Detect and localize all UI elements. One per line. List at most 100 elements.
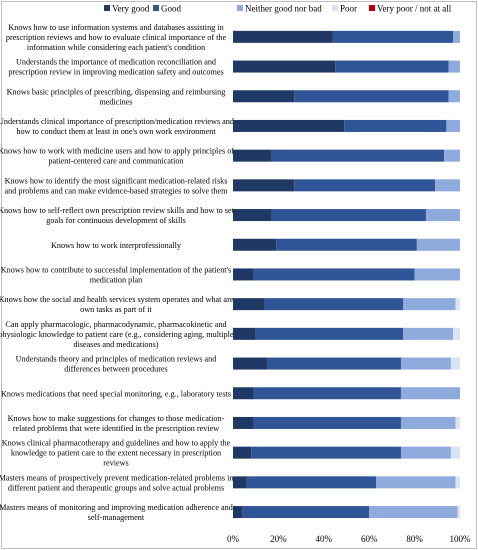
- bar-segment: [455, 476, 460, 489]
- bar-segment: [416, 238, 460, 251]
- x-tick-label: 20%: [270, 534, 287, 544]
- category-label: Knows how to make suggestions for change…: [8, 414, 225, 433]
- legend-label: Neither good nor bad: [245, 4, 322, 14]
- category-label: Understands theory and principles of med…: [16, 355, 217, 374]
- bar-segment: [233, 357, 268, 370]
- category-label: Knows clinical pharmacotherapy and guide…: [2, 439, 231, 468]
- category-label: Knows how to identify the most significa…: [4, 176, 228, 195]
- category-label: Can apply pharmacologic, pharmacodynamic…: [0, 320, 234, 349]
- x-tick-label: 0%: [227, 534, 240, 544]
- category-label: Knows medications that need special moni…: [1, 389, 231, 398]
- x-tick-label: 40%: [316, 534, 333, 544]
- bar-segment: [233, 387, 254, 400]
- legend-swatch: [369, 5, 375, 11]
- bar-segment: [233, 416, 254, 429]
- bar-segment: [253, 416, 401, 429]
- bar-segment: [264, 298, 404, 311]
- bar-segment: [271, 149, 445, 162]
- bar-segment: [233, 298, 265, 311]
- category-labels: Knows how to use information systems and…: [0, 23, 235, 522]
- bar-segment: [251, 446, 401, 459]
- category-label: Knows how to contribute to successful im…: [1, 265, 231, 284]
- bar-segment: [403, 298, 456, 311]
- bar-segment: [403, 327, 454, 340]
- category-label: Understands clinical importance of presc…: [0, 117, 234, 136]
- bar-segment: [455, 298, 460, 311]
- bar-segment: [344, 119, 447, 132]
- bar-segment: [448, 90, 460, 103]
- bar-segment: [233, 149, 272, 162]
- bar-segment: [369, 506, 458, 519]
- bar-segment: [233, 476, 247, 489]
- bar-segment: [276, 238, 417, 251]
- legend-swatch: [104, 5, 110, 11]
- bar-segment: [450, 357, 460, 370]
- category-label: Knows how the social and health services…: [0, 295, 234, 314]
- bar-segment: [271, 209, 426, 222]
- bar-segment: [400, 387, 460, 400]
- bar-segment: [400, 446, 451, 459]
- category-label: Knows how to use information systems and…: [6, 23, 227, 52]
- bar-segment: [294, 90, 449, 103]
- legend-label: Very good: [112, 4, 150, 14]
- legend-label: Poor: [340, 4, 357, 14]
- bar-segment: [400, 416, 456, 429]
- bar-segment: [233, 209, 272, 222]
- bar-segment: [448, 60, 460, 73]
- bar-segment: [242, 506, 370, 519]
- legend: Very good Good Neither good nor bad Poor Ver…: [104, 4, 452, 14]
- bar-segment: [233, 60, 336, 73]
- bar-segment: [453, 30, 460, 43]
- category-label: Knows how to self-reflect own prescripti…: [0, 206, 235, 225]
- bar-segment: [253, 268, 415, 281]
- bar-segment: [233, 119, 345, 132]
- bar-segment: [233, 90, 295, 103]
- bar-segment: [233, 268, 254, 281]
- x-axis: 0% 20% 40% 60% 80% 100%: [227, 534, 471, 544]
- legend-label: Good: [161, 4, 181, 14]
- bar-segment: [246, 476, 377, 489]
- bar-segment: [233, 238, 277, 251]
- legend-swatch: [237, 5, 243, 11]
- bar-segment: [294, 179, 436, 192]
- x-tick-label: 60%: [361, 534, 378, 544]
- category-label: Knows basic principles of prescribing, d…: [7, 87, 226, 106]
- bars: [233, 30, 460, 519]
- bar-segment: [376, 476, 456, 489]
- bar-segment: [267, 357, 401, 370]
- legend-item: Neither good nor bad: [237, 4, 322, 14]
- bar-segment: [435, 179, 460, 192]
- legend-swatch: [332, 5, 338, 11]
- bar-segment: [255, 327, 404, 340]
- legend-swatch: [153, 5, 159, 11]
- bar-segment: [450, 446, 460, 459]
- legend-item: Very good: [104, 4, 150, 14]
- legend-item: Very poor / not at all: [369, 4, 452, 14]
- bar-segment: [332, 30, 454, 43]
- legend-label: Very poor / not at all: [377, 4, 452, 14]
- category-label: Understands the importance of medication…: [8, 58, 223, 77]
- category-label: Knows how to work with medicine users an…: [0, 147, 234, 166]
- bar-segment: [253, 387, 401, 400]
- bar-segment: [233, 446, 252, 459]
- bar-segment: [335, 60, 449, 73]
- x-tick-label: 80%: [406, 534, 423, 544]
- bar-segment: [400, 357, 451, 370]
- x-tick-label: 100%: [450, 534, 472, 544]
- bar-segment: [457, 506, 460, 519]
- legend-item: Poor: [332, 4, 357, 14]
- category-label: Knows how to work interprofessionally: [51, 241, 182, 250]
- bar-segment: [455, 416, 460, 429]
- bar-segment: [233, 506, 243, 519]
- bar-segment: [446, 119, 460, 132]
- legend-item: Good: [153, 4, 181, 14]
- bar-segment: [453, 327, 460, 340]
- category-label: Masters means of monitoring and improvin…: [0, 503, 233, 522]
- category-label: Masters means of prospectively prevent m…: [0, 473, 233, 492]
- bar-segment: [233, 179, 295, 192]
- bar-segment: [414, 268, 460, 281]
- bar-segment: [233, 327, 256, 340]
- bar-segment: [233, 30, 333, 43]
